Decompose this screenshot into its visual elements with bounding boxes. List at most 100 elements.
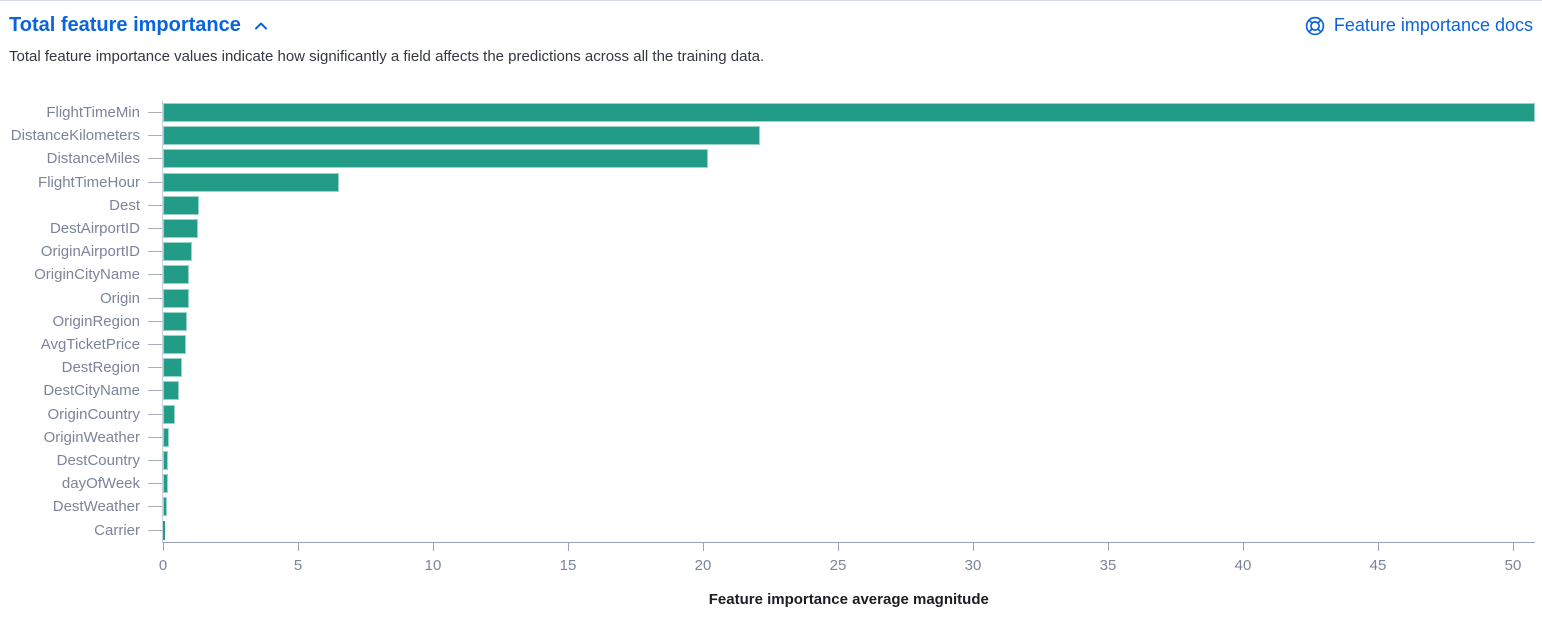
importance-bar-OriginCountry (163, 404, 175, 424)
chart-row-DestCityName: DestCityName (0, 379, 1542, 402)
chart-row-DestAirportID: DestAirportID (0, 217, 1542, 240)
y-axis-label: DistanceKilometers (10, 127, 140, 145)
x-tick-label: 35 (1099, 556, 1117, 574)
x-tick-mark (163, 542, 164, 551)
y-tick-mark (148, 413, 163, 415)
total-feature-importance-toggle[interactable]: Total feature importance (9, 14, 270, 37)
y-axis-label: OriginWeather (43, 428, 140, 446)
chart-row-OriginCountry: OriginCountry (0, 403, 1542, 426)
y-axis-label: FlightTimeHour (38, 173, 140, 191)
x-axis-line (163, 541, 1535, 543)
importance-bar-DestAirportID (163, 219, 199, 239)
importance-bar-OriginCityName (163, 265, 189, 285)
y-axis-label: DestCityName (43, 382, 140, 400)
importance-bar-DestRegion (163, 358, 183, 378)
y-axis-label: OriginRegion (52, 312, 140, 330)
y-tick-mark (148, 158, 163, 160)
y-tick-mark (148, 367, 163, 369)
y-tick-mark (148, 112, 163, 114)
panel-header: Total feature importance Feature importa… (0, 1, 1542, 37)
section-description: Total feature importance values indicate… (9, 48, 765, 65)
importance-bar-DestCountry (163, 451, 169, 471)
chart-row-Carrier: Carrier (0, 519, 1542, 542)
importance-bar-FlightTimeMin (163, 103, 1535, 123)
x-tick-mark (703, 542, 704, 551)
y-axis-label: Carrier (94, 521, 140, 539)
y-tick-mark (148, 297, 163, 299)
x-tick-mark (1243, 542, 1244, 551)
x-tick-label: 15 (559, 556, 577, 574)
y-tick-mark (148, 320, 163, 322)
y-tick-mark (148, 274, 163, 276)
x-tick-label: 10 (424, 556, 442, 574)
x-tick-label: 25 (829, 556, 847, 574)
x-tick-label: 20 (694, 556, 712, 574)
y-tick-mark (148, 529, 163, 531)
y-axis-label: DestAirportID (49, 220, 140, 238)
importance-bar-FlightTimeHour (163, 172, 339, 192)
y-axis-label: Origin (99, 289, 140, 307)
chart-row-Dest: Dest (0, 194, 1542, 217)
importance-bar-DestWeather (163, 497, 168, 517)
y-tick-mark (148, 204, 163, 206)
x-tick-label: 5 (293, 556, 303, 574)
y-tick-mark (148, 436, 163, 438)
x-tick-mark (973, 542, 974, 551)
x-tick-mark (1108, 542, 1109, 551)
chart-row-dayOfWeek: dayOfWeek (0, 472, 1542, 495)
chart-row-DistanceMiles: DistanceMiles (0, 147, 1542, 170)
chart-row-OriginRegion: OriginRegion (0, 310, 1542, 333)
x-tick-label: 40 (1234, 556, 1252, 574)
x-axis-title: Feature importance average magnitude (708, 590, 989, 608)
y-axis-label: OriginAirportID (40, 243, 140, 261)
y-tick-mark (148, 228, 163, 230)
feature-importance-chart: Feature importance average magnitude Fli… (0, 101, 1542, 617)
chart-row-FlightTimeHour: FlightTimeHour (0, 171, 1542, 194)
x-tick-label: 0 (158, 556, 168, 574)
chart-row-OriginWeather: OriginWeather (0, 426, 1542, 449)
x-tick-label: 45 (1369, 556, 1387, 574)
y-axis-label: DestWeather (52, 498, 140, 516)
importance-bar-Origin (163, 288, 189, 308)
y-axis-label: OriginCityName (34, 266, 140, 284)
feature-importance-docs-link[interactable]: Feature importance docs (1304, 15, 1533, 37)
importance-bar-OriginRegion (163, 311, 188, 331)
importance-bar-Carrier (163, 520, 165, 540)
x-tick-mark (1513, 542, 1514, 551)
y-tick-mark (148, 344, 163, 346)
y-tick-mark (148, 460, 163, 462)
importance-bar-OriginWeather (163, 427, 169, 447)
y-tick-mark (148, 483, 163, 485)
y-tick-mark (148, 390, 163, 392)
importance-bar-DistanceMiles (163, 149, 709, 169)
y-axis-label: DestRegion (61, 359, 140, 377)
section-title: Total feature importance (9, 14, 241, 36)
y-axis-label: dayOfWeek (61, 475, 140, 493)
chart-row-DistanceKilometers: DistanceKilometers (0, 124, 1542, 147)
chart-row-AvgTicketPrice: AvgTicketPrice (0, 333, 1542, 356)
chart-row-OriginAirportID: OriginAirportID (0, 240, 1542, 263)
chart-row-FlightTimeMin: FlightTimeMin (0, 101, 1542, 124)
x-tick-label: 50 (1504, 556, 1522, 574)
x-tick-mark (433, 542, 434, 551)
docs-link-label: Feature importance docs (1333, 15, 1533, 35)
y-axis-label: AvgTicketPrice (40, 336, 140, 354)
y-tick-mark (148, 506, 163, 508)
y-axis-label: DistanceMiles (46, 150, 140, 168)
documentation-icon (1304, 15, 1326, 37)
y-axis-label: FlightTimeMin (46, 104, 140, 122)
y-axis-label: DestCountry (56, 452, 140, 470)
x-tick-mark (1378, 542, 1379, 551)
chart-row-Origin: Origin (0, 287, 1542, 310)
y-tick-mark (148, 251, 163, 253)
y-axis-label: Dest (109, 196, 140, 214)
y-tick-mark (148, 181, 163, 183)
y-axis-label: OriginCountry (47, 405, 140, 423)
x-tick-mark (298, 542, 299, 551)
chevron-up-icon (252, 17, 270, 35)
importance-bar-dayOfWeek (163, 474, 168, 494)
x-tick-mark (838, 542, 839, 551)
importance-bar-OriginAirportID (163, 242, 192, 262)
x-tick-label: 30 (964, 556, 982, 574)
importance-bar-AvgTicketPrice (163, 335, 186, 355)
